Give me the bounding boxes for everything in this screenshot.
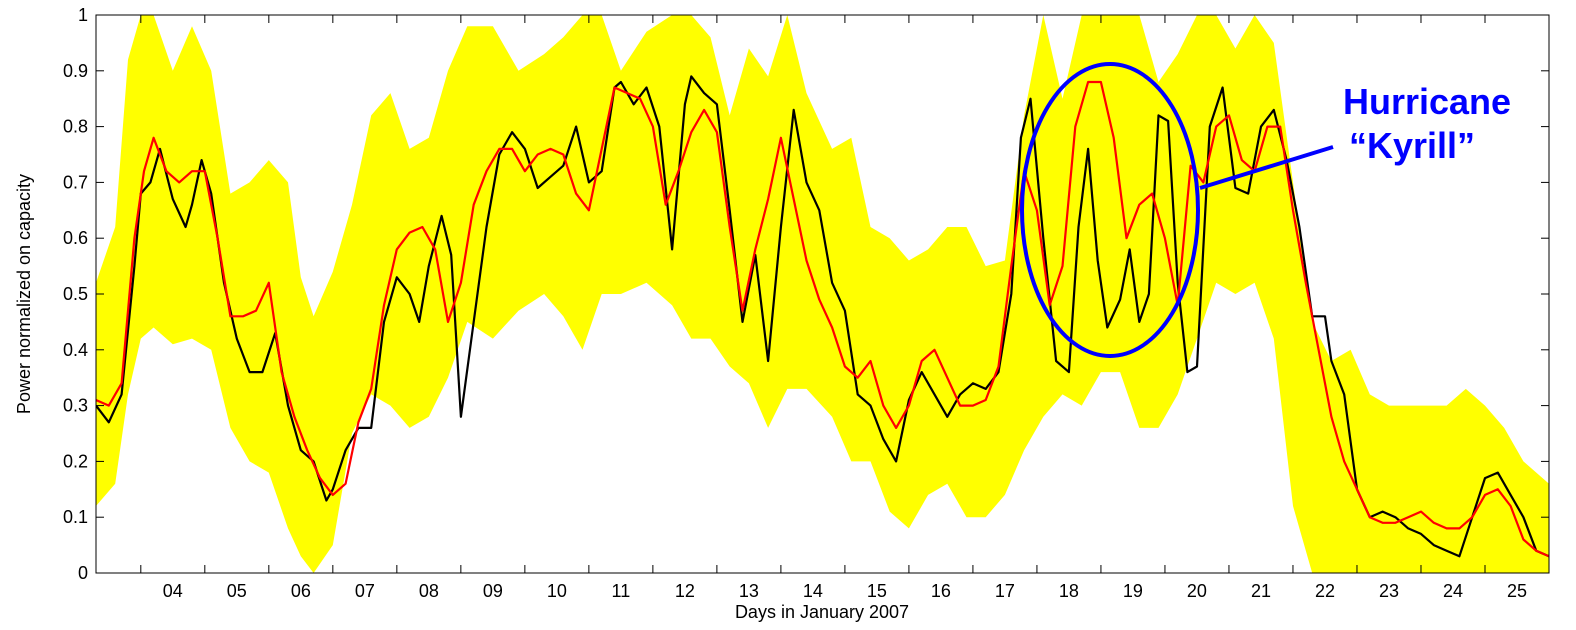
y-tick-label: 0 [78, 563, 88, 583]
x-tick-label: 18 [1059, 581, 1079, 601]
x-tick-label: 14 [803, 581, 823, 601]
x-tick-label: 25 [1507, 581, 1527, 601]
annotation-line1: Hurricane [1343, 81, 1511, 122]
x-tick-label: 20 [1187, 581, 1207, 601]
x-tick-label: 07 [355, 581, 375, 601]
y-tick-label: 0.2 [63, 451, 88, 471]
confidence-band [96, 15, 1549, 573]
x-tick-label: 06 [291, 581, 311, 601]
x-tick-label: 15 [867, 581, 887, 601]
kyrill-ellipse [1020, 62, 1200, 358]
y-tick-label: 0.7 [63, 172, 88, 192]
x-tick-label: 08 [419, 581, 439, 601]
x-tick-label: 12 [675, 581, 695, 601]
x-tick-label: 04 [163, 581, 183, 601]
x-tick-label: 24 [1443, 581, 1463, 601]
x-tick-label: 19 [1123, 581, 1143, 601]
y-tick-label: 1 [78, 5, 88, 25]
annotation-pointer [1199, 145, 1334, 190]
axis-ticks: 0 0.1 0.2 0.3 0.4 0.5 0.6 0.7 0.8 0.9 1 04 05 06 07 08 0… [63, 5, 1550, 601]
x-tick-label: 13 [739, 581, 759, 601]
y-tick-label: 0.8 [63, 117, 88, 137]
x-tick-label: 21 [1251, 581, 1271, 601]
y-tick-label: 0.4 [63, 340, 88, 360]
x-tick-label: 09 [483, 581, 503, 601]
annotation-line2: “Kyrill” [1349, 125, 1475, 166]
y-axis-label: Power normalized on capacity [14, 174, 34, 414]
x-tick-label: 05 [227, 581, 247, 601]
hurricane-annotation: Hurricane “Kyrill” [1020, 62, 1511, 358]
y-tick-label: 0.3 [63, 396, 88, 416]
series-line-2 [96, 80, 1549, 558]
x-axis-label: Days in January 2007 [735, 602, 909, 622]
x-tick-label: 22 [1315, 581, 1335, 601]
x-tick-label: 16 [931, 581, 951, 601]
plot-area [96, 15, 1549, 573]
x-tick-label: 23 [1379, 581, 1399, 601]
y-tick-label: 0.1 [63, 507, 88, 527]
y-tick-label: 0.6 [63, 228, 88, 248]
x-tick-label: 10 [547, 581, 567, 601]
x-tick-label: 11 [612, 581, 631, 601]
y-tick-label: 0.5 [63, 284, 88, 304]
y-tick-label: 0.9 [63, 61, 88, 81]
x-tick-label: 17 [995, 581, 1015, 601]
series-line-1 [96, 75, 1549, 558]
